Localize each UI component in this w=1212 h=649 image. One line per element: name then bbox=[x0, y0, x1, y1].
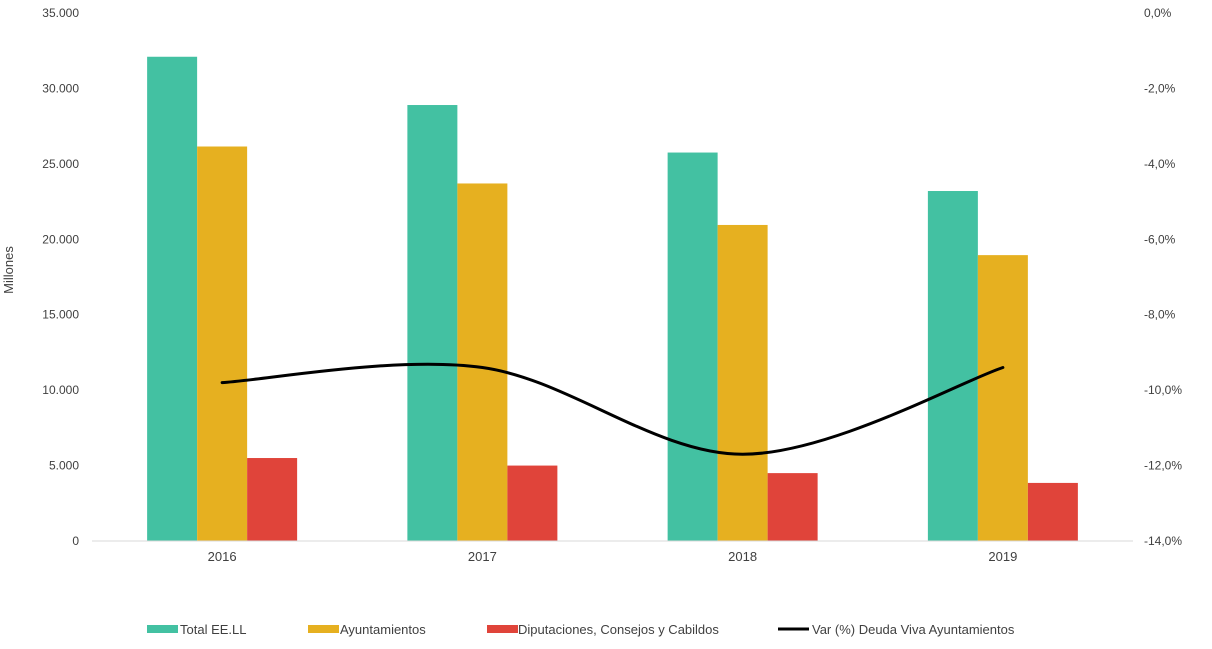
y-tick-label: 35.000 bbox=[42, 6, 79, 20]
legend-label-ayuntamientos: Ayuntamientos bbox=[340, 622, 426, 637]
y-tick-label: 5.000 bbox=[49, 459, 79, 473]
legend-swatch-total-ee-ll bbox=[147, 625, 178, 633]
y-tick-label: 30.000 bbox=[42, 81, 79, 95]
bar-diputaciones-consejos-y-cabildos-2016 bbox=[247, 458, 298, 541]
y-tick-label: 15.000 bbox=[42, 308, 79, 322]
bars-group bbox=[147, 56, 1078, 542]
bar-diputaciones-consejos-y-cabildos-2018 bbox=[767, 473, 818, 541]
line-var-deuda-viva-ayuntamientos bbox=[220, 362, 1005, 456]
x-tick-label: 2017 bbox=[468, 549, 497, 564]
y2-tick-label: 0,0% bbox=[1144, 6, 1172, 20]
bar-ayuntamientos-2018 bbox=[717, 224, 768, 541]
bar-total-ee-ll-2017 bbox=[407, 105, 458, 541]
x-axis-ticks: 2016 2017 2018 2019 bbox=[208, 549, 1018, 564]
legend-swatch-ayuntamientos bbox=[308, 625, 339, 633]
x-tick-label: 2019 bbox=[988, 549, 1017, 564]
legend-label-diputaciones-consejos-y-cabildos: Diputaciones, Consejos y Cabildos bbox=[518, 622, 719, 637]
right-axis-ticks: -14,0% -12,0% -10,0% -8,0% -6,0% -4,0% -2,0% 0,… bbox=[1144, 6, 1182, 548]
bar-ayuntamientos-2016 bbox=[197, 146, 248, 541]
y2-tick-label: -10,0% bbox=[1144, 383, 1182, 397]
bar-diputaciones-consejos-y-cabildos-2019 bbox=[1027, 482, 1078, 541]
left-axis-ticks: 0 5.000 10.000 15.000 20.000 25.000 30.000 35.0… bbox=[42, 6, 79, 548]
x-tick-label: 2018 bbox=[728, 549, 757, 564]
legend: Total EE.LL Ayuntamientos Diputaciones, Co… bbox=[147, 622, 1015, 637]
bar-ayuntamientos-2017 bbox=[457, 183, 508, 541]
y2-tick-label: -4,0% bbox=[1144, 157, 1176, 171]
line-series-group bbox=[220, 362, 1005, 456]
y-tick-label: 0 bbox=[72, 534, 79, 548]
bar-total-ee-ll-2018 bbox=[667, 152, 718, 542]
y2-tick-label: -2,0% bbox=[1144, 81, 1176, 95]
legend-label-var-deuda-viva-ayuntamientos: Var (%) Deuda Viva Ayuntamientos bbox=[812, 622, 1015, 637]
y-tick-label: 20.000 bbox=[42, 232, 79, 246]
legend-swatch-diputaciones-consejos-y-cabildos bbox=[487, 625, 518, 633]
y2-tick-label: -8,0% bbox=[1144, 308, 1176, 322]
y-axis-label: Millones bbox=[1, 246, 16, 294]
x-tick-label: 2016 bbox=[208, 549, 237, 564]
y2-tick-label: -6,0% bbox=[1144, 232, 1176, 246]
y2-tick-label: -14,0% bbox=[1144, 534, 1182, 548]
bar-ayuntamientos-2019 bbox=[977, 255, 1028, 541]
bar-total-ee-ll-2019 bbox=[927, 191, 978, 542]
legend-label-total-ee-ll: Total EE.LL bbox=[180, 622, 247, 637]
y-tick-label: 25.000 bbox=[42, 157, 79, 171]
bar-diputaciones-consejos-y-cabildos-2017 bbox=[507, 465, 558, 541]
y2-tick-label: -12,0% bbox=[1144, 459, 1182, 473]
y-tick-label: 10.000 bbox=[42, 383, 79, 397]
bar-total-ee-ll-2016 bbox=[147, 56, 198, 542]
